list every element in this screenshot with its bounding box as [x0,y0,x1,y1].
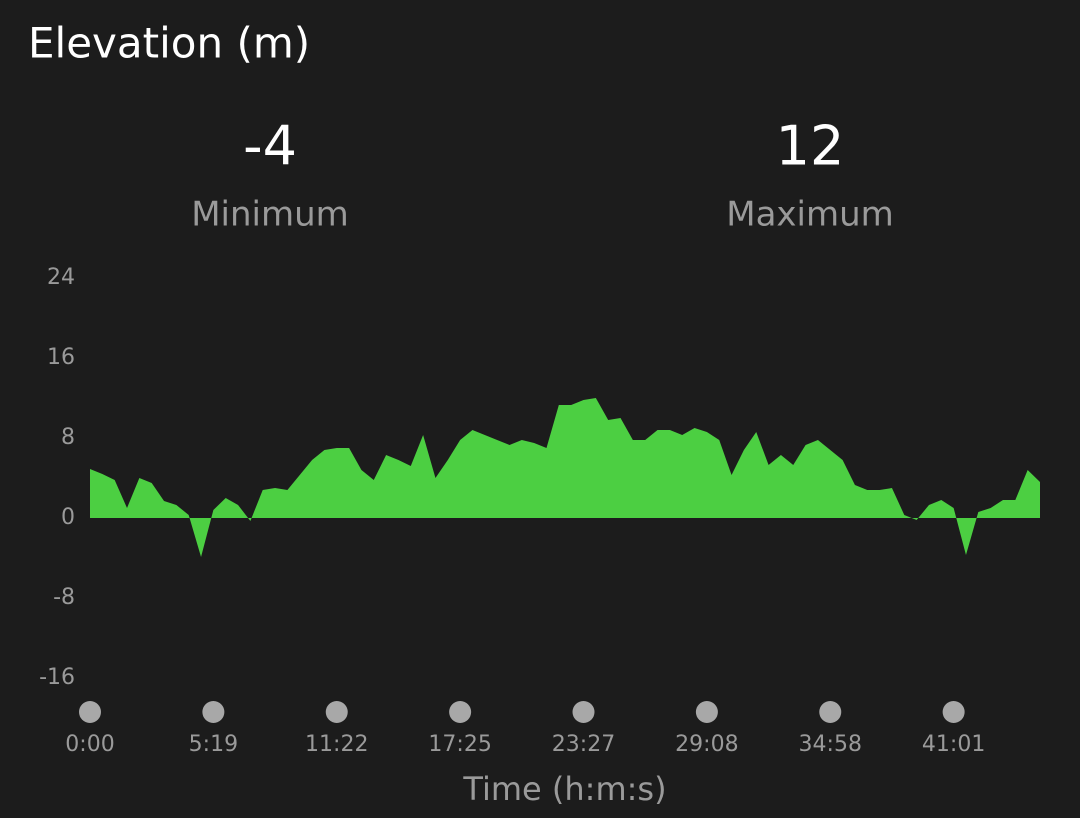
stat-value: 12 [776,115,845,178]
x-tick-label: 0:00 [65,732,114,757]
x-tick-label: 17:25 [428,732,491,757]
x-tick-dot [572,701,595,723]
chart-title: Elevation (m) [28,19,310,68]
y-tick-label: -16 [39,665,75,690]
x-axis-title: Time (h:m:s) [462,770,666,808]
stat-label: Maximum [726,195,894,235]
x-tick-dot [449,701,472,723]
x-tick-label: 34:58 [799,732,862,757]
x-tick-dot [819,701,842,723]
y-tick-label: 0 [61,505,75,530]
y-tick-label: 16 [47,345,75,370]
x-tick-dot [202,701,225,723]
x-tick-label: 11:22 [305,732,368,757]
x-tick-label: 41:01 [922,732,985,757]
area [90,398,1040,557]
y-tick-label: -8 [53,585,75,610]
y-tick-label: 8 [61,425,75,450]
x-tick-dot [325,701,348,723]
x-tick-label: 29:08 [675,732,738,757]
x-tick-label: 5:19 [189,732,238,757]
stat-value: -4 [243,115,297,178]
x-tick-dot [695,701,718,723]
stat-label: Minimum [191,195,349,235]
x-tick-dot [942,701,965,723]
y-tick-label: 24 [47,265,75,290]
x-tick-dot [79,701,101,723]
x-tick-label: 23:27 [552,732,615,757]
